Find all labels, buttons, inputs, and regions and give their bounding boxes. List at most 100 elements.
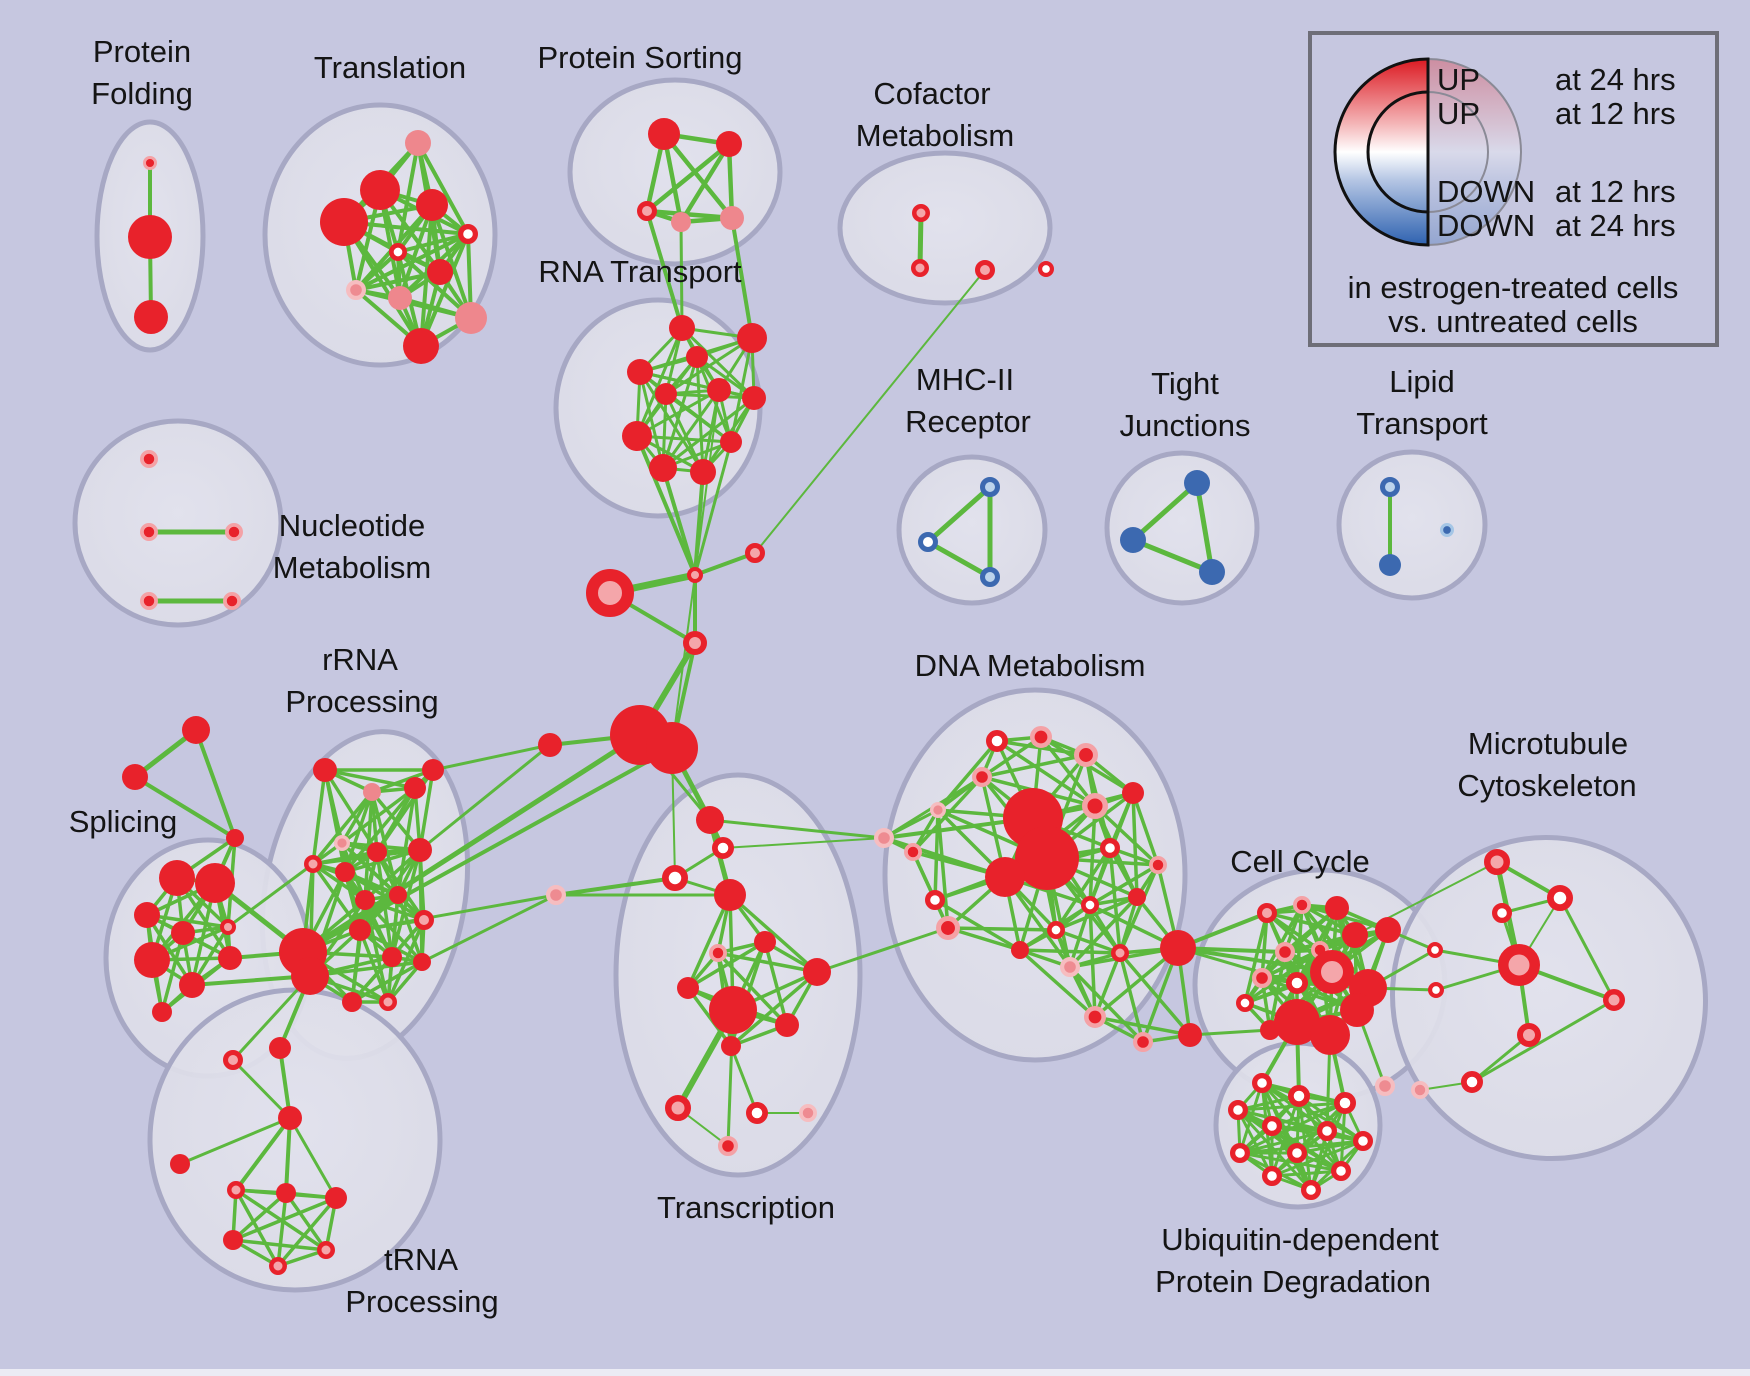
network-node-m8 — [1517, 1023, 1541, 1047]
network-edge — [1130, 537, 1215, 575]
network-edge — [1018, 948, 1097, 1019]
network-node-d13 — [936, 916, 961, 941]
network-node-h3 — [586, 569, 634, 617]
network-node-tl9 — [388, 286, 412, 310]
network-edge — [1558, 896, 1616, 1002]
legend-time-3: at 24 hrs — [1555, 208, 1676, 243]
network-node-m5 — [1498, 944, 1540, 986]
network-node-c1 — [1257, 903, 1277, 923]
network-node-c9 — [1251, 967, 1272, 988]
network-edge — [311, 790, 374, 866]
network-node-t4 — [545, 884, 566, 905]
network-node-h4 — [683, 631, 707, 655]
network-node-m6 — [1427, 982, 1444, 999]
cluster-label-protein-sorting: Protein Sorting — [537, 40, 742, 75]
network-node-t1 — [696, 806, 724, 834]
network-node-rr8 — [367, 842, 387, 862]
network-node-d16 — [1011, 941, 1029, 959]
network-node-cm4 — [1037, 260, 1054, 277]
network-node-st2 — [122, 764, 148, 790]
network-edge — [708, 818, 886, 840]
network-edge — [1093, 1015, 1192, 1037]
cluster-label-lipid-transport: Lipid — [1389, 364, 1455, 399]
network-node-s3 — [134, 902, 160, 928]
network-node-m2 — [1547, 885, 1574, 912]
network-node-d5 — [929, 801, 946, 818]
network-edge — [145, 913, 194, 987]
network-edge — [716, 951, 789, 1027]
network-edge — [375, 850, 394, 959]
network-edge — [418, 743, 552, 852]
network-node-m1 — [1484, 849, 1510, 875]
network-node-s9 — [152, 1002, 172, 1022]
network-edge — [661, 396, 756, 470]
network-edge — [418, 768, 435, 852]
network-node-tl7 — [427, 259, 453, 285]
cluster-label-dna-metabolism: DNA Metabolism — [915, 648, 1146, 683]
network-node-tr6 — [269, 1257, 287, 1275]
network-node-ps3 — [637, 201, 657, 221]
cluster-label-tight-junctions: Junctions — [1120, 408, 1251, 443]
network-node-t7 — [709, 944, 728, 963]
network-node-t13 — [665, 1095, 691, 1121]
network-node-rr16 — [342, 992, 362, 1012]
network-edge — [946, 926, 1058, 932]
network-edge — [431, 743, 552, 772]
network-edge — [722, 837, 885, 849]
legend-time-2: at 12 hrs — [1555, 174, 1676, 209]
network-node-d1 — [985, 729, 1008, 752]
network-node-tr3 — [325, 1187, 347, 1209]
network-node-tr4 — [223, 1230, 243, 1250]
network-node-h2 — [745, 543, 765, 563]
network-edge — [925, 484, 993, 545]
network-edge — [686, 940, 767, 990]
network-node-m9 — [1460, 1070, 1483, 1093]
network-node-cb1 — [1274, 999, 1320, 1045]
legend: UP at 24 hrs UP at 12 hrs DOWN at 12 hrs DOWN a… — [1308, 31, 1719, 347]
network-node-u9 — [1352, 1130, 1373, 1151]
network-node-tj1 — [1184, 470, 1210, 496]
network-edge — [686, 893, 732, 990]
network-node-rt3 — [627, 359, 653, 385]
network-node-dR6 — [1111, 944, 1129, 962]
network-node-d15 — [1080, 896, 1099, 915]
network-edge — [416, 141, 470, 236]
legend-direction-0: UP — [1437, 62, 1480, 97]
cluster-label-mhc-ii-receptor: MHC-II — [916, 362, 1014, 397]
network-node-u3 — [1333, 1091, 1356, 1114]
network-node-rt1 — [669, 315, 695, 341]
network-node-rr4 — [422, 759, 444, 781]
network-node-tl8 — [346, 280, 367, 301]
network-edge — [661, 131, 735, 221]
network-node-t15 — [799, 1104, 818, 1123]
network-node-s5 — [220, 919, 236, 935]
network-node-u5 — [1261, 1115, 1282, 1136]
network-node-cm3 — [975, 260, 995, 280]
network-node-t11 — [775, 1013, 799, 1037]
cluster-label-transcription: Transcription — [657, 1190, 835, 1225]
network-node-tr2 — [276, 1183, 296, 1203]
network-edge — [1270, 1169, 1343, 1178]
network-edge — [311, 768, 327, 866]
network-edge — [1118, 951, 1192, 1037]
network-edge — [554, 876, 677, 897]
network-node-t16 — [717, 1135, 738, 1156]
network-edge — [1093, 951, 1122, 1019]
network-edge — [396, 250, 473, 320]
network-edge — [925, 539, 993, 580]
network-node-c8 — [1285, 971, 1308, 994]
network-node-nm1 — [139, 450, 158, 469]
network-edge — [226, 862, 315, 929]
network-node-c6 — [1342, 922, 1368, 948]
network-node-ps5 — [720, 206, 744, 230]
network-node-t12 — [721, 1036, 741, 1056]
network-edge — [716, 951, 819, 974]
network-node-rr10 — [355, 890, 375, 910]
network-node-tr1 — [227, 1181, 245, 1199]
network-edge — [980, 735, 1043, 779]
network-node-cb3 — [1340, 993, 1374, 1027]
cluster-label-splicing: Splicing — [69, 804, 178, 839]
network-node-d7 — [1122, 782, 1144, 804]
network-node-tl2 — [360, 170, 400, 210]
